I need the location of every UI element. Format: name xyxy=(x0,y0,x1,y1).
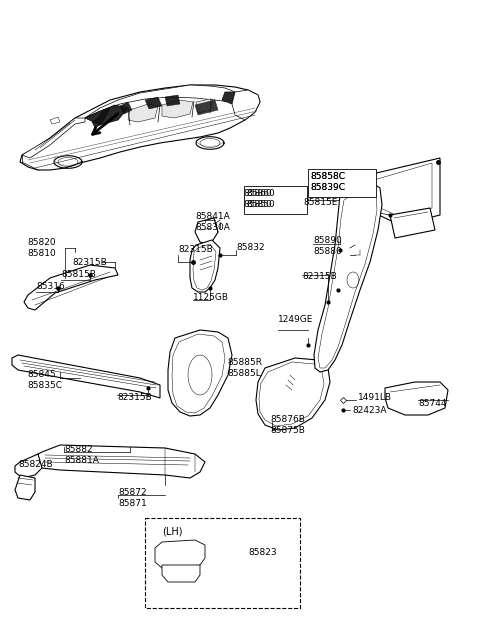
Polygon shape xyxy=(190,240,220,292)
Polygon shape xyxy=(85,105,128,125)
Text: 85858C
85839C: 85858C 85839C xyxy=(310,172,345,192)
Polygon shape xyxy=(128,104,158,122)
Polygon shape xyxy=(12,355,160,398)
Bar xyxy=(145,518,300,608)
Text: 85815E: 85815E xyxy=(303,198,337,207)
Text: 85890
85880: 85890 85880 xyxy=(313,236,342,256)
Text: 85882
85881A: 85882 85881A xyxy=(64,445,99,465)
Polygon shape xyxy=(24,265,118,310)
Text: 85815B: 85815B xyxy=(61,270,96,279)
Polygon shape xyxy=(50,117,60,124)
Text: 85744: 85744 xyxy=(418,399,446,408)
Polygon shape xyxy=(162,565,200,582)
Text: 1249GE: 1249GE xyxy=(278,315,313,324)
Polygon shape xyxy=(20,85,260,170)
Polygon shape xyxy=(15,475,35,500)
Polygon shape xyxy=(22,118,85,158)
Text: 85885R
85885L: 85885R 85885L xyxy=(227,358,262,378)
Text: 85860
85850: 85860 85850 xyxy=(246,189,275,209)
Text: 82315B: 82315B xyxy=(117,393,152,402)
Text: 85832: 85832 xyxy=(236,243,264,252)
Text: 82423A: 82423A xyxy=(352,406,386,415)
Text: 82315B: 82315B xyxy=(178,245,213,254)
Bar xyxy=(308,169,376,197)
Text: (LH): (LH) xyxy=(162,527,182,537)
Polygon shape xyxy=(120,102,132,114)
Text: 82315B: 82315B xyxy=(302,272,337,281)
Polygon shape xyxy=(390,208,435,238)
Polygon shape xyxy=(195,218,218,245)
Polygon shape xyxy=(196,99,213,113)
Polygon shape xyxy=(368,158,440,225)
Polygon shape xyxy=(92,108,110,128)
Polygon shape xyxy=(314,183,382,372)
Text: 85841A
85830A: 85841A 85830A xyxy=(195,212,230,232)
Text: 85824B: 85824B xyxy=(18,460,53,469)
Text: 85823: 85823 xyxy=(248,548,276,557)
Text: 85316: 85316 xyxy=(36,282,65,291)
Text: 1491LB: 1491LB xyxy=(358,393,392,402)
Polygon shape xyxy=(155,540,205,568)
Polygon shape xyxy=(15,454,42,478)
Polygon shape xyxy=(165,95,180,106)
Text: 85820
85810: 85820 85810 xyxy=(27,238,56,258)
Polygon shape xyxy=(385,382,448,415)
Polygon shape xyxy=(162,100,193,118)
Polygon shape xyxy=(145,97,162,109)
Text: 85858C
85839C: 85858C 85839C xyxy=(310,172,345,192)
Polygon shape xyxy=(256,358,330,430)
Text: 85876B
85875B: 85876B 85875B xyxy=(270,415,305,435)
Bar xyxy=(244,186,307,214)
Text: 1125GB: 1125GB xyxy=(193,293,229,302)
Text: 85845
85835C: 85845 85835C xyxy=(27,370,62,390)
Polygon shape xyxy=(35,445,205,478)
Polygon shape xyxy=(85,85,238,118)
Text: 85872
85871: 85872 85871 xyxy=(118,488,147,508)
Polygon shape xyxy=(222,92,238,104)
Polygon shape xyxy=(195,100,218,115)
Text: 82315B: 82315B xyxy=(72,258,107,267)
Text: 85860
85850: 85860 85850 xyxy=(243,189,272,209)
Polygon shape xyxy=(168,330,232,416)
Polygon shape xyxy=(232,90,260,120)
